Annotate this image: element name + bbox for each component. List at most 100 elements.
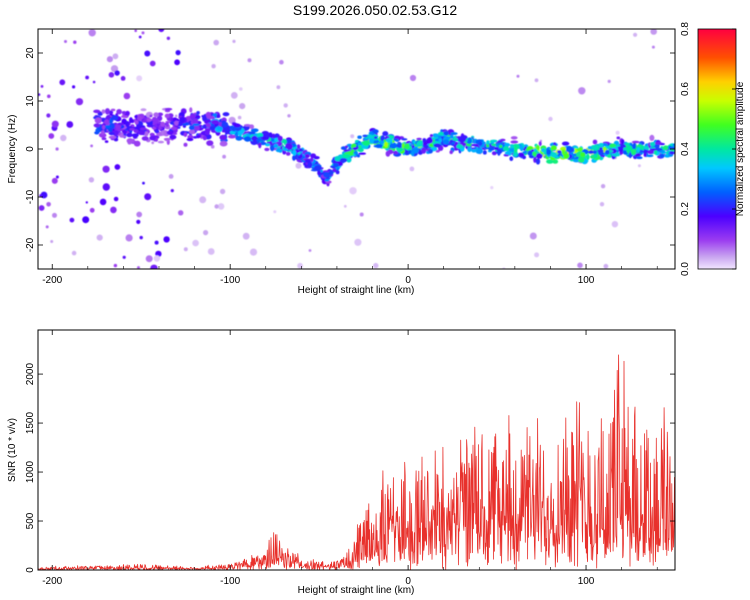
spectrogram-ridge-blob	[421, 147, 427, 154]
spectrogram-speckle	[174, 59, 181, 66]
spectrogram-ridge-blob	[662, 145, 669, 151]
spectrogram-speckle	[163, 236, 170, 243]
spectrogram-ridge-blob	[204, 129, 210, 136]
spectrogram-ridge-blob	[659, 153, 665, 159]
spectrogram-speckle	[51, 120, 59, 128]
spectrogram-ridge-blob	[170, 126, 178, 131]
spectrogram-ridge-blob	[389, 143, 398, 149]
spectrogram-speckle	[64, 40, 67, 43]
spectrogram-ridge-blob	[628, 152, 632, 159]
spectrogram-speckle	[55, 147, 59, 151]
spectrogram-speckle	[144, 50, 151, 57]
spectrogram-ridge-blob	[497, 149, 501, 156]
spectrogram-ridge-blob	[576, 148, 584, 151]
spectrogram-ridge-blob	[304, 154, 310, 158]
spectrogram-speckle	[47, 94, 51, 99]
spectrogram-ridge-blob	[231, 126, 236, 132]
spectrogram-speckle	[141, 31, 145, 35]
y-tick-label: 2000	[25, 363, 36, 386]
spectrogram-ridge-blob	[250, 128, 259, 132]
spectrogram-ridge-blob	[202, 135, 207, 141]
spectrogram-speckle	[40, 85, 44, 88]
spectrogram-speckle	[297, 262, 303, 269]
spectrogram-ridge-blob	[362, 140, 371, 146]
spectrogram-ridge-blob	[283, 148, 289, 151]
snr-frame	[37, 329, 676, 571]
colorbar-tick-label: 0.0	[680, 262, 691, 276]
spectrogram-ridge-blob	[173, 117, 177, 121]
spectrogram-ridge-blob	[174, 120, 179, 126]
spectrogram-speckle	[90, 144, 93, 148]
spectrogram-ridge-blob	[101, 109, 106, 114]
spectrogram-ridge-blob	[251, 135, 258, 142]
spectrogram-ridge-blob	[535, 158, 541, 165]
spectrogram-ridge-blob	[149, 132, 155, 137]
spectrogram-ridge-blob	[586, 153, 590, 161]
spectrogram-ridge-blob	[222, 112, 230, 117]
spectrogram-ridge-blob	[494, 146, 499, 151]
spectrogram-speckle	[222, 154, 227, 159]
y-tick-label: 10	[25, 95, 36, 107]
spectrogram-ridge-blob	[285, 143, 293, 150]
spectrogram-ridge-blob	[426, 137, 433, 144]
spectrogram-speckle	[637, 164, 641, 168]
spectrogram-y-ticks: -20 -10 0 10 20	[25, 47, 675, 252]
spectrogram-ridge-blob	[151, 117, 159, 122]
spectrogram-ridge-blob	[653, 149, 658, 155]
y-tick-label: 0	[25, 567, 36, 573]
spectrogram-ridge-blob	[258, 142, 262, 149]
snr-y-ticks: 0 500 1000 1500 2000	[25, 363, 675, 573]
spectrogram-speckle	[88, 29, 96, 37]
spectrogram-ridge-blob	[102, 124, 106, 130]
spectrogram-speckle	[359, 212, 364, 217]
spectrogram-ridge-blob	[137, 116, 143, 121]
spectrogram-ridge-blob	[513, 146, 518, 153]
spectrogram-ridge-blob	[411, 147, 419, 154]
spectrogram-ridge-blob	[169, 134, 177, 140]
spectrogram-ridge-blob	[125, 110, 130, 116]
spectrogram-ridge-blob	[500, 138, 506, 142]
spectrogram-speckle	[651, 45, 655, 49]
spectrogram-speckle	[89, 207, 95, 213]
spectrogram-ridge-blob	[276, 148, 281, 152]
spectrogram-ridge-blob	[154, 123, 158, 128]
spectrogram-speckle	[178, 210, 184, 216]
snr-y-label: SNR (10 * v/v)	[7, 418, 18, 482]
spectrogram-speckle	[283, 103, 288, 108]
spectrogram-speckle	[151, 141, 155, 145]
spectrogram-ridge-blob	[189, 113, 196, 120]
spectrogram-ridge-blob	[486, 144, 490, 148]
spectrogram-speckle	[158, 29, 165, 33]
spectrogram-ridge-blob	[429, 134, 434, 138]
spectrogram-speckle	[611, 221, 619, 228]
spectrogram-ridge-blob	[206, 115, 215, 120]
spectrogram-ridge-blob	[164, 113, 170, 119]
spectrogram-speckle	[615, 130, 620, 135]
spectrogram-speckle	[75, 98, 84, 106]
spectrogram-ridge-blob	[273, 143, 279, 149]
spectrogram-ridge-blob	[116, 109, 122, 115]
spectrogram-ridge-blob	[654, 141, 662, 145]
spectrogram-ridge-blob	[630, 148, 637, 156]
spectrogram-speckle	[295, 162, 302, 169]
spectrogram-speckle	[99, 198, 107, 206]
spectrogram-ridge-blob	[113, 137, 119, 142]
spectrogram-ridge-blob	[596, 149, 604, 152]
spectrogram-ridge-blob	[443, 130, 449, 136]
x-tick-label: -100	[220, 576, 240, 587]
spectrogram-ridge-blob	[416, 137, 422, 141]
spectrogram-y-label: Frequency (Hz)	[7, 115, 18, 184]
spectrogram-ridge-blob	[617, 146, 624, 150]
colorbar-tick-label: 0.8	[680, 22, 691, 36]
spectrogram-speckle	[72, 85, 76, 89]
spectrogram-ridge-blob	[509, 156, 514, 161]
colorbar-tick-label: 0.2	[680, 202, 691, 216]
spectrogram-ridge-blob	[354, 151, 358, 156]
spectrogram-ridge-blob	[153, 112, 159, 118]
spectrogram-ridge-blob	[334, 155, 341, 162]
spectrogram-ridge-blob	[154, 129, 160, 134]
spectrogram-ridge-blob	[362, 134, 368, 138]
spectrogram-speckle	[69, 217, 75, 223]
spectrogram-speckle	[409, 74, 417, 82]
spectrogram-ridge-blob	[285, 139, 292, 145]
